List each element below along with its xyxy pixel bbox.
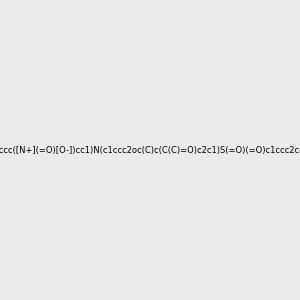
Text: O=C(c1ccc([N+](=O)[O-])cc1)N(c1ccc2oc(C)c(C(C)=O)c2c1)S(=O)(=O)c1ccc2ccccc2c1: O=C(c1ccc([N+](=O)[O-])cc1)N(c1ccc2oc(C)… [0, 146, 300, 154]
